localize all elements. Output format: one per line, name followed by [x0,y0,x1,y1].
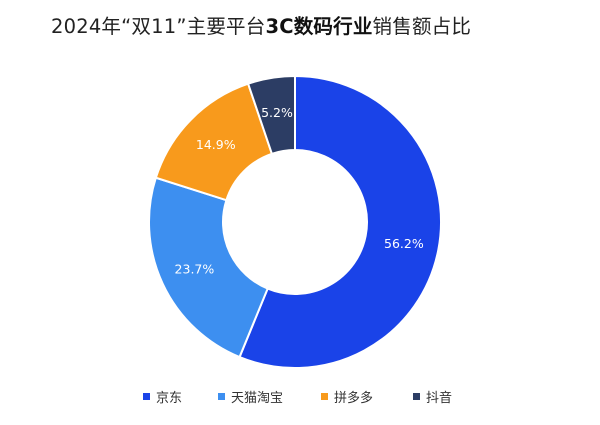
legend-label-2: 拼多多 [334,391,374,406]
slice-value-label-1: 23.7% [175,261,215,276]
legend-swatch-3 [413,393,421,400]
chart-title: 2024年“双11”主要平台3C数码行业销售额占比 [51,10,471,39]
legend-item-2: 拼多多 [321,387,373,406]
legend-label-0: 京东 [156,391,183,406]
legend-swatch-1 [218,393,226,400]
legend-label-3: 抖音 [426,391,453,406]
chart-title-suffix: 销售额占比 [372,15,472,38]
slice-value-label-0: 56.2% [384,236,424,251]
donut-slice-3 [246,74,296,156]
donut-slice-1 [148,176,269,359]
legend: 京东 天猫淘宝 拼多多 抖音 [143,387,452,406]
legend-item-3: 抖音 [413,387,452,406]
chart-title-bold: 3C数码行业 [265,15,373,38]
chart-title-prefix: 2024年“双11”主要平台 [51,15,266,38]
slice-value-label-2: 14.9% [196,137,236,152]
slice-value-label-3: 5.2% [261,105,293,120]
legend-swatch-0 [143,393,150,400]
legend-item-0: 京东 [143,387,182,406]
legend-label-1: 天猫淘宝 [231,391,284,406]
legend-item-1: 天猫淘宝 [218,387,283,406]
donut-slice-0 [238,74,442,369]
legend-swatch-2 [321,393,329,400]
